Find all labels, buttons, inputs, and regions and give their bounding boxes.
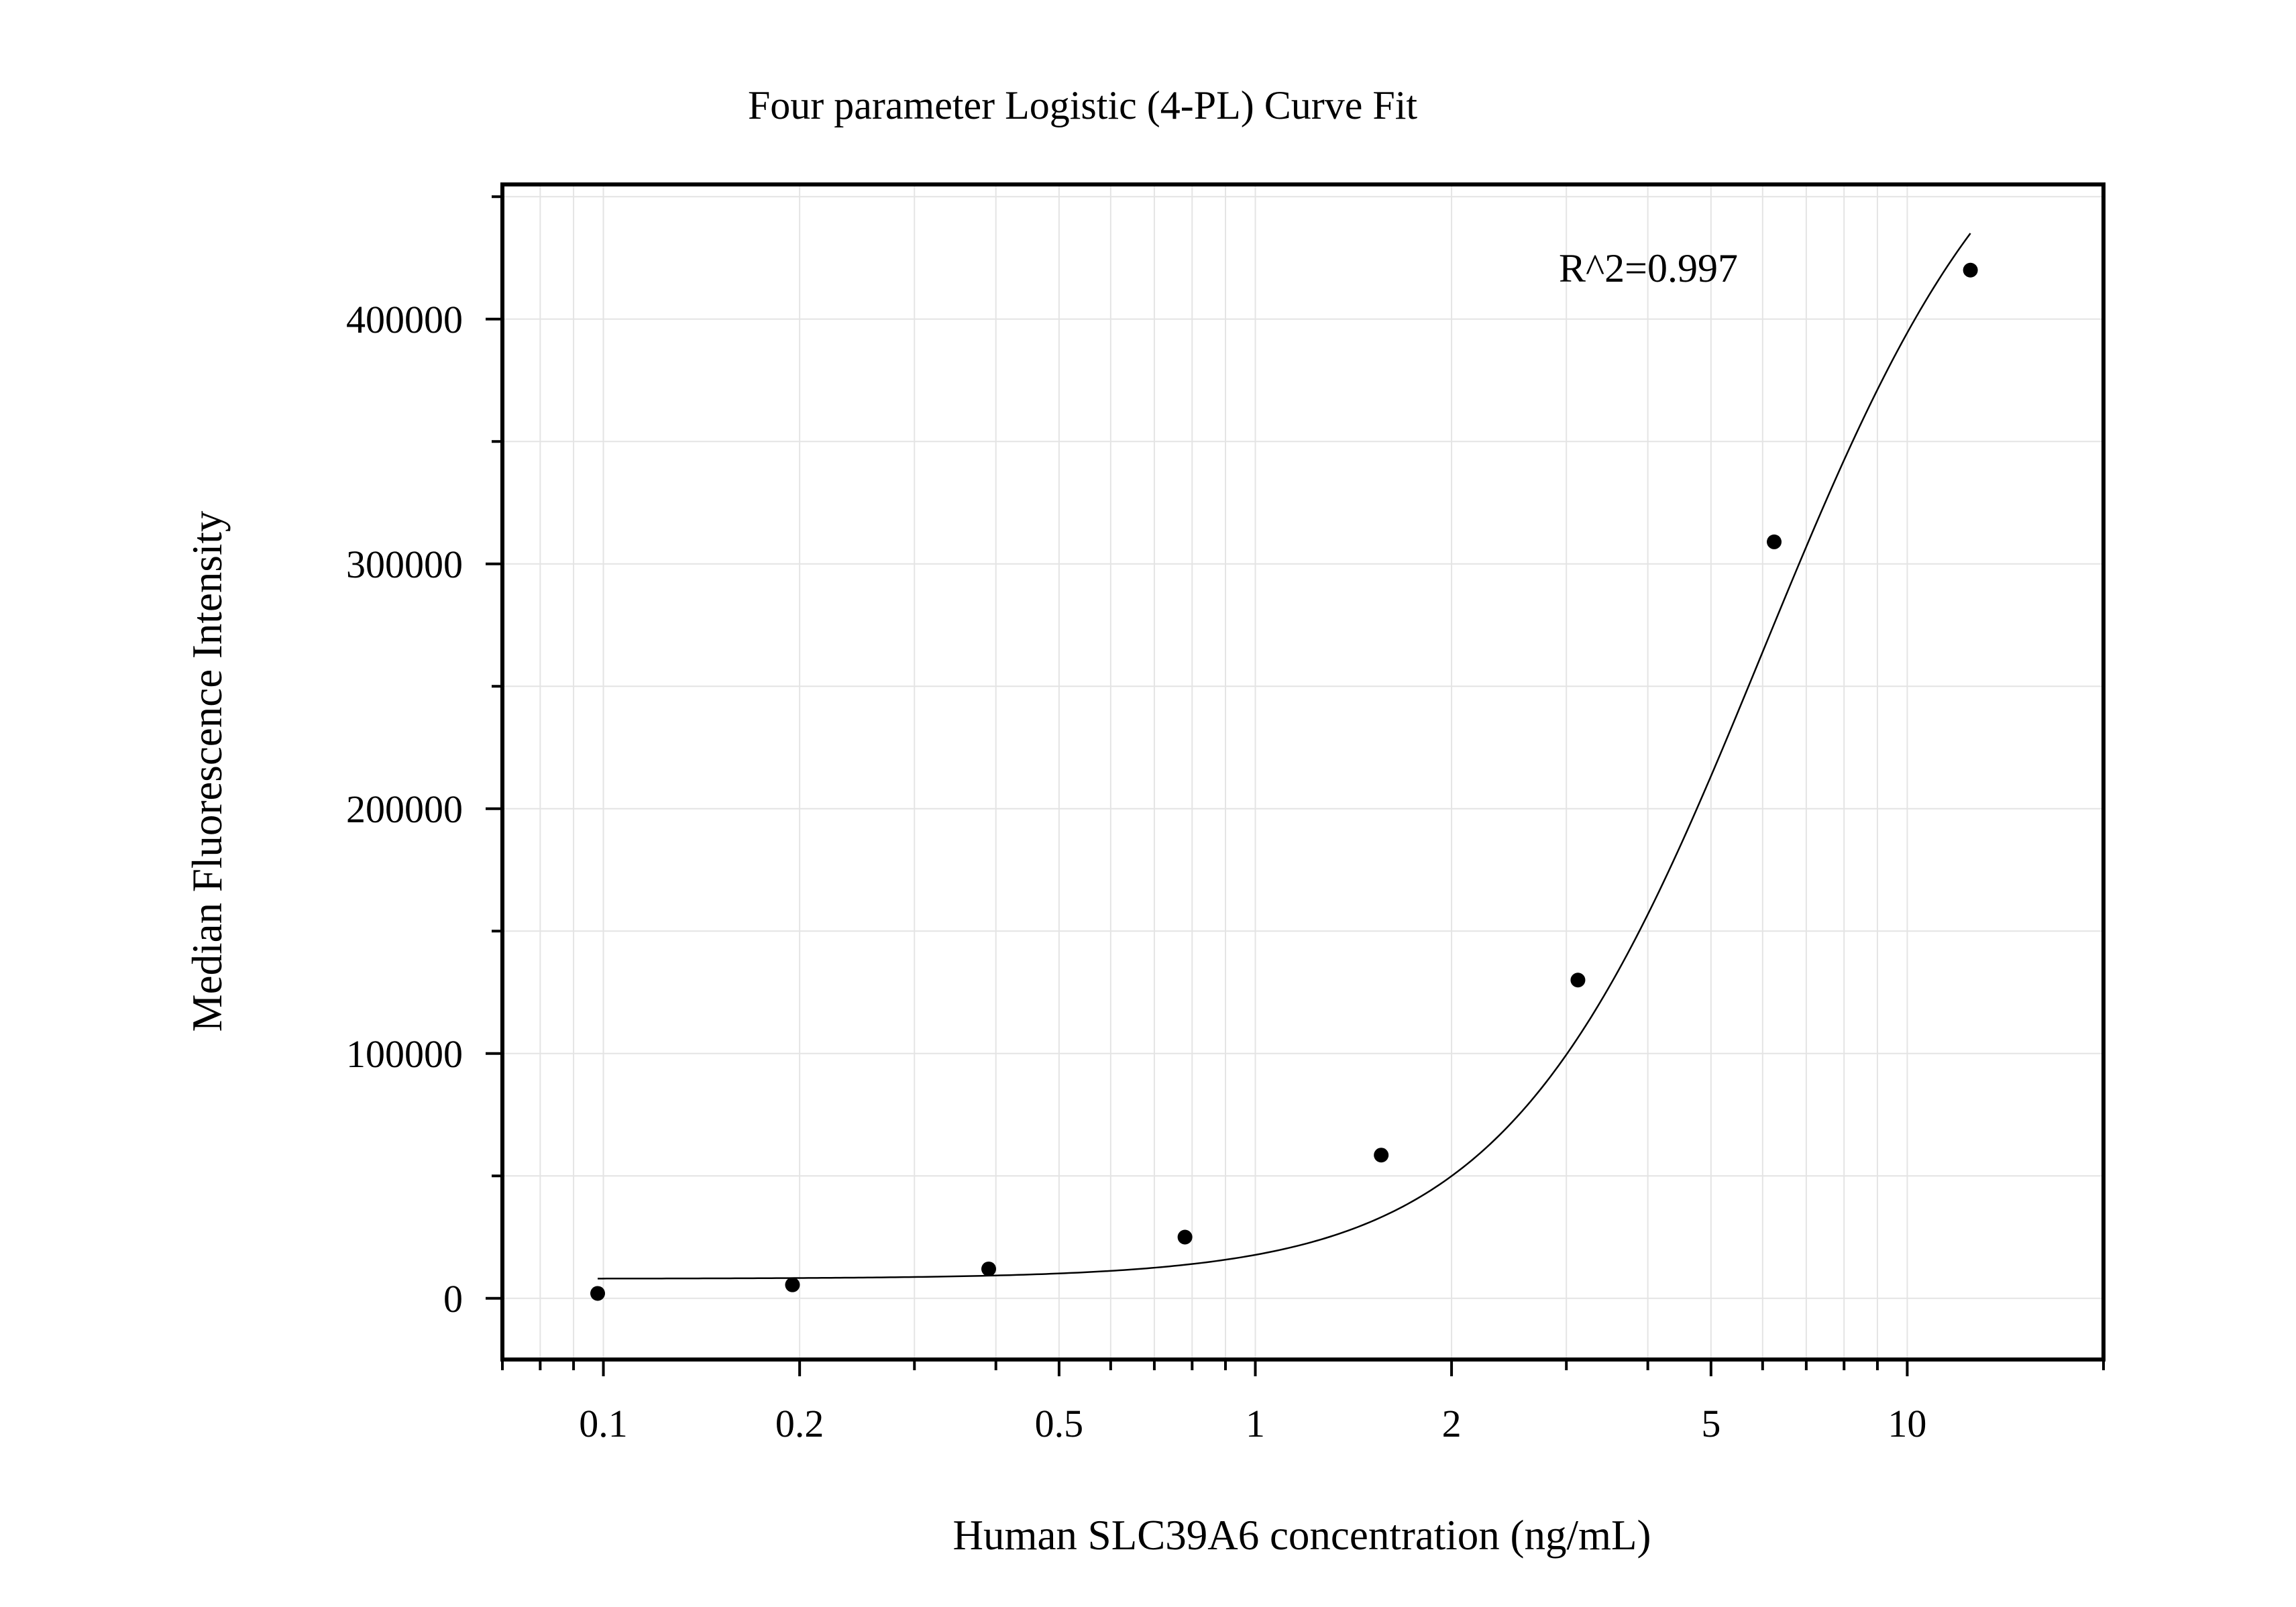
- data-point: [981, 1261, 997, 1276]
- fit-curve-layer: [598, 233, 1971, 1280]
- data-points-layer: [590, 262, 1978, 1301]
- x-tick-label: 10: [1888, 1402, 1926, 1445]
- x-tick-label: 2: [1442, 1402, 1462, 1445]
- x-axis-label: Human SLC39A6 concentration (ng/mL): [952, 1512, 1651, 1559]
- plot-frame: [500, 182, 2106, 1362]
- axes-layer: 0.1 0.2 0.5 1 2 5 10 0 100000 200000 300000 400000: [346, 182, 2106, 1445]
- data-point: [1767, 534, 1782, 549]
- grid-layer: [502, 184, 2104, 1360]
- y-tick-label: 0: [443, 1277, 463, 1321]
- r-squared-annotation: R^2=0.997: [1559, 246, 1738, 290]
- chart-title: Four parameter Logistic (4-PL) Curve Fit: [748, 83, 1417, 127]
- x-tick-label: 0.2: [775, 1402, 824, 1445]
- y-tick-label: 300000: [346, 543, 463, 586]
- data-point: [785, 1277, 800, 1292]
- text-layer: Four parameter Logistic (4-PL) Curve Fit…: [184, 83, 1738, 1559]
- x-tick-label: 1: [1246, 1402, 1265, 1445]
- y-tick-label: 400000: [346, 298, 463, 341]
- y-axis-label: Median Fluorescence Intensity: [184, 510, 231, 1032]
- y-tick-label: 100000: [346, 1032, 463, 1076]
- fit-curve-line: [598, 233, 1971, 1280]
- data-point: [1570, 973, 1586, 988]
- data-point: [1374, 1148, 1389, 1163]
- data-point: [590, 1286, 606, 1301]
- data-point: [1963, 262, 1978, 278]
- y-tick-label: 200000: [346, 787, 463, 831]
- x-tick-label: 0.5: [1035, 1402, 1084, 1445]
- x-tick-label: 0.1: [579, 1402, 628, 1445]
- x-tick-label: 5: [1701, 1402, 1720, 1445]
- data-point: [1177, 1229, 1193, 1245]
